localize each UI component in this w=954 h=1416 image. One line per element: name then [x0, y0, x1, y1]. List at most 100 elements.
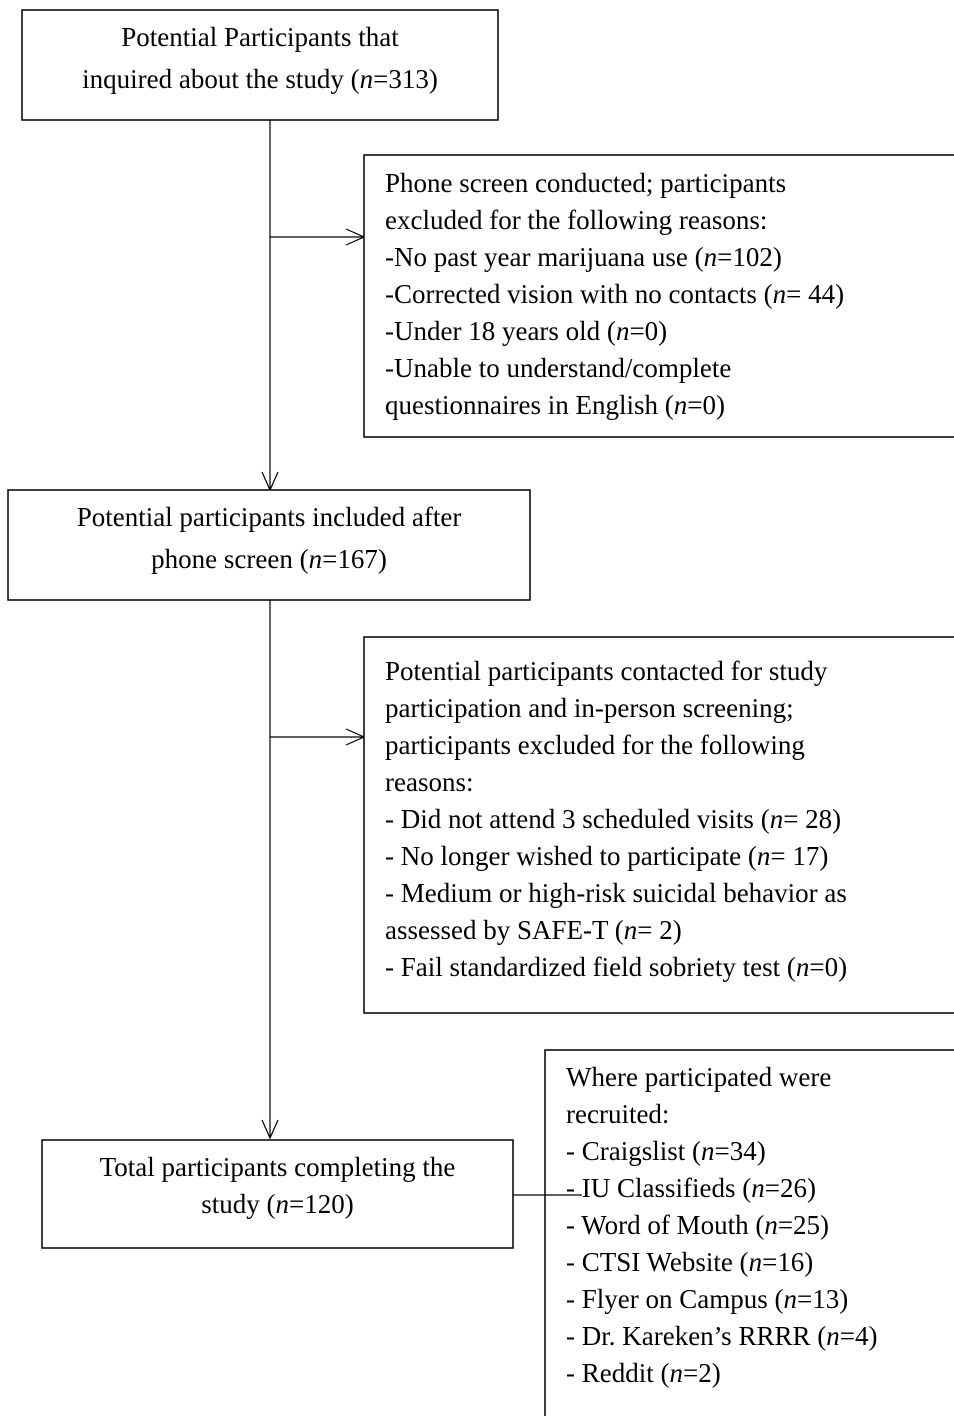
text-segment: study (	[201, 1189, 275, 1219]
text-segment: Potential Participants that	[121, 22, 399, 52]
text-segment: =25)	[778, 1210, 829, 1240]
box-text-line: - CTSI Website (n=16)	[566, 1247, 813, 1277]
flow-box: Potential Participants that inquired abou…	[21, 9, 499, 121]
box-text-line: Potential participants included after	[77, 502, 462, 532]
italic-text: n	[704, 242, 718, 272]
box-border	[21, 9, 499, 121]
text-segment: =16)	[762, 1247, 813, 1277]
box-text-line: phone screen (n=167)	[151, 544, 387, 574]
italic-text: n	[826, 1321, 840, 1351]
box-border	[41, 1139, 514, 1249]
connectors	[261, 120, 366, 1140]
flow-box: Total participants completing the study (…	[41, 1139, 514, 1249]
text-segment: - Fail standardized field sobriety test …	[385, 952, 796, 982]
box-text-line: Potential participants contacted for stu…	[385, 656, 828, 686]
text-segment: - CTSI Website (	[566, 1247, 749, 1277]
box-text-line: Total participants completing the	[100, 1152, 456, 1182]
box-text-line: Potential Participants that	[121, 22, 399, 52]
text-segment: = 2)	[637, 915, 681, 945]
box-text-line: - No longer wished to participate (n= 17…	[385, 841, 828, 871]
box-text-line: excluded for the following reasons:	[385, 205, 767, 235]
box-text-line: - Medium or high-risk suicidal behavior …	[385, 878, 847, 908]
text-segment: - Reddit (	[566, 1358, 669, 1388]
text-segment: =0)	[687, 390, 725, 420]
text-segment: =4)	[840, 1321, 878, 1351]
italic-text: n	[669, 1358, 683, 1388]
italic-text: n	[751, 1173, 765, 1203]
text-segment: Potential participants contacted for stu…	[385, 656, 828, 686]
box-text-line: recruited:	[566, 1099, 669, 1129]
arrowhead	[261, 1119, 279, 1140]
box-text-line: study (n=120)	[201, 1189, 353, 1219]
box-text-line: participation and in-person screening;	[385, 693, 794, 723]
flow-box: Phone screen conducted; participants excl…	[363, 154, 954, 438]
text-segment: - No longer wished to participate (	[385, 841, 757, 871]
text-segment: participants excluded for the following	[385, 730, 805, 760]
box-border	[363, 636, 954, 1014]
box-text-line: -Under 18 years old (n=0)	[385, 316, 667, 346]
text-segment: - IU Classifieds (	[566, 1173, 751, 1203]
italic-text: n	[796, 952, 810, 982]
text-segment: assessed by SAFE-T (	[385, 915, 624, 945]
box-text-line: reasons:	[385, 767, 473, 797]
text-segment: =102)	[717, 242, 782, 272]
box-text-line: Where participated were	[566, 1062, 831, 1092]
boxes: Potential Participants that inquired abou…	[7, 9, 954, 1416]
text-segment: recruited:	[566, 1099, 669, 1129]
box-text-line: questionnaires in English (n=0)	[385, 390, 725, 420]
text-segment: - Word of Mouth (	[566, 1210, 764, 1240]
text-segment: =0)	[809, 952, 847, 982]
italic-text: n	[773, 279, 787, 309]
text-segment: =313)	[373, 64, 438, 94]
text-segment: reasons:	[385, 767, 473, 797]
text-segment: - Dr. Kareken’s RRRR (	[566, 1321, 826, 1351]
box-text-line: - Fail standardized field sobriety test …	[385, 952, 847, 982]
text-segment: =2)	[683, 1358, 721, 1388]
italic-text: n	[276, 1189, 290, 1219]
text-segment: =26)	[765, 1173, 816, 1203]
flow-box: Where participated were recruited: - Craig…	[544, 1049, 954, 1416]
box-text-line: - IU Classifieds (n=26)	[566, 1173, 816, 1203]
italic-text: n	[624, 915, 638, 945]
text-segment: -Unable to understand/complete	[385, 353, 731, 383]
text-segment: -Corrected vision with no contacts (	[385, 279, 773, 309]
text-segment: questionnaires in English (	[385, 390, 674, 420]
italic-text: n	[757, 841, 771, 871]
italic-text: n	[360, 64, 374, 94]
flow-box: Potential participants contacted for stu…	[363, 636, 954, 1014]
text-segment: = 17)	[770, 841, 828, 871]
text-segment: inquired about the study (	[82, 64, 359, 94]
box-text-line: - Reddit (n=2)	[566, 1358, 721, 1388]
text-segment: = 44)	[786, 279, 844, 309]
box-text-line: - Flyer on Campus (n=13)	[566, 1284, 848, 1314]
box-border	[7, 489, 531, 601]
text-segment: Total participants completing the	[100, 1152, 456, 1182]
box-text-line: - Did not attend 3 scheduled visits (n= …	[385, 804, 841, 834]
box-text-line: inquired about the study (n=313)	[82, 64, 438, 94]
italic-text: n	[674, 390, 688, 420]
text-segment: Where participated were	[566, 1062, 831, 1092]
text-segment: = 28)	[783, 804, 841, 834]
italic-text: n	[749, 1247, 763, 1277]
text-segment: - Craigslist (	[566, 1136, 701, 1166]
box-text-line: -Corrected vision with no contacts (n= 4…	[385, 279, 844, 309]
text-segment: =13)	[797, 1284, 848, 1314]
text-segment: =167)	[322, 544, 387, 574]
text-segment: Phone screen conducted; participants	[385, 168, 786, 198]
text-segment: - Medium or high-risk suicidal behavior …	[385, 878, 847, 908]
italic-text: n	[309, 544, 323, 574]
text-segment: -Under 18 years old (	[385, 316, 616, 346]
text-segment: - Flyer on Campus (	[566, 1284, 783, 1314]
text-segment: =34)	[715, 1136, 766, 1166]
box-text-line: - Craigslist (n=34)	[566, 1136, 766, 1166]
box-text-line: - Word of Mouth (n=25)	[566, 1210, 829, 1240]
text-segment: -No past year marijuana use (	[385, 242, 704, 272]
text-segment: phone screen (	[151, 544, 308, 574]
box-text-line: assessed by SAFE-T (n= 2)	[385, 915, 682, 945]
box-text-line: Phone screen conducted; participants	[385, 168, 786, 198]
italic-text: n	[783, 1284, 797, 1314]
flow-box: Potential participants included after pho…	[7, 489, 531, 601]
italic-text: n	[764, 1210, 778, 1240]
